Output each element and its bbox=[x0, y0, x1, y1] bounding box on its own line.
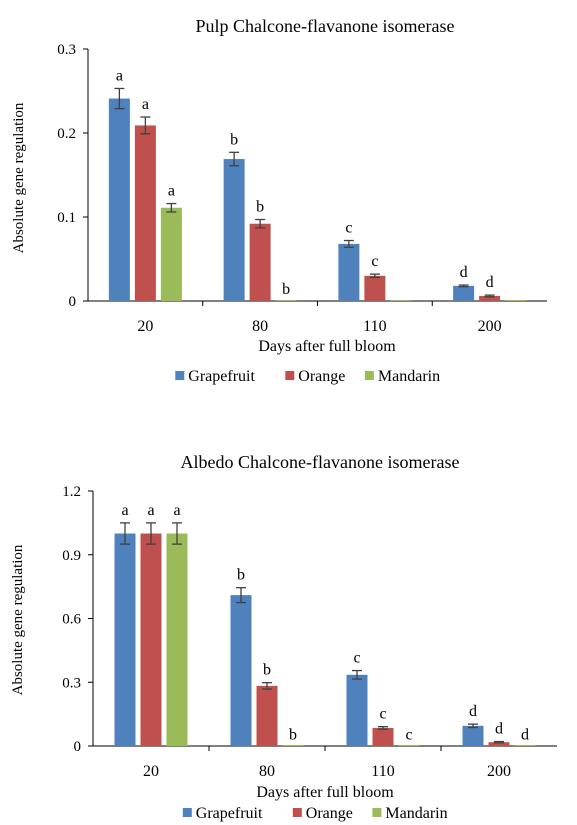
x-tick-label: 110 bbox=[363, 318, 386, 335]
legend-label-mandarin: Mandarin bbox=[385, 805, 447, 822]
pulp-chart: Pulp Chalcone-flavanone isomerase Absolu… bbox=[11, 16, 547, 385]
significance-label: a bbox=[168, 183, 175, 200]
legend-swatch-orange bbox=[292, 808, 302, 817]
significance-label: b bbox=[237, 567, 245, 584]
chart-title: Pulp Chalcone-flavanone isomerase bbox=[196, 16, 455, 36]
legend: Grapefruit Orange Mandarin bbox=[182, 805, 448, 822]
bar-orange-110 bbox=[364, 275, 386, 301]
chart-title: Albedo Chalcone-flavanone isomerase bbox=[181, 452, 460, 472]
legend-swatch-mandarin bbox=[372, 808, 382, 817]
legend-swatch-grapefruit bbox=[175, 371, 185, 380]
x-tick-label: 20 bbox=[137, 318, 153, 335]
bar-orange-200 bbox=[479, 295, 501, 301]
significance-label: a bbox=[142, 96, 149, 113]
x-tick-label: 200 bbox=[487, 763, 511, 780]
significance-label: a bbox=[173, 502, 180, 519]
significance-label: a bbox=[116, 67, 123, 84]
bar-mandarin-20 bbox=[160, 207, 182, 301]
y-tick-label: 0.1 bbox=[57, 210, 76, 226]
legend-swatch-grapefruit bbox=[182, 808, 192, 817]
plot-area: 0 0.3 0.6 0.9 1.2 20 a a a 80 b b b 110 c c c 200 d d d bbox=[62, 484, 557, 780]
x-tick-label: 80 bbox=[252, 318, 268, 335]
x-tick-label: 110 bbox=[371, 763, 394, 780]
significance-label: b bbox=[263, 662, 271, 679]
legend-swatch-mandarin bbox=[364, 371, 374, 380]
y-axis-label: Absolute gene regulation bbox=[11, 102, 27, 253]
y-tick-label: 0.9 bbox=[62, 548, 81, 564]
plot-area: 0 0.1 0.2 0.3 20 a a a 80 b b b 110 c c 200 d d bbox=[57, 42, 547, 335]
bar-grapefruit-200 bbox=[453, 285, 475, 301]
legend-label-grapefruit: Grapefruit bbox=[196, 805, 263, 822]
x-tick-label: 80 bbox=[259, 763, 275, 780]
bar-grapefruit-80 bbox=[230, 595, 252, 746]
y-tick-label: 0.3 bbox=[62, 675, 81, 691]
x-axis-label: Days after full bloom bbox=[256, 784, 394, 801]
significance-label: c bbox=[353, 650, 360, 667]
significance-label: d bbox=[460, 264, 468, 281]
significance-label: b bbox=[230, 131, 238, 148]
significance-label: d bbox=[469, 703, 477, 720]
albedo-chart: Albedo Chalcone-flavanone isomerase Abso… bbox=[10, 452, 557, 822]
significance-label: c bbox=[379, 706, 386, 723]
bar-grapefruit-110 bbox=[346, 674, 368, 746]
bar-mandarin-80 bbox=[282, 745, 304, 746]
significance-label: d bbox=[495, 721, 503, 738]
significance-label: a bbox=[121, 502, 128, 519]
x-axis-label: Days after full bloom bbox=[258, 338, 396, 355]
bar-mandarin-20 bbox=[166, 533, 188, 746]
significance-label: b bbox=[289, 726, 297, 743]
legend: Grapefruit Orange Mandarin bbox=[175, 368, 440, 385]
legend-label-grapefruit: Grapefruit bbox=[188, 368, 255, 385]
bar-mandarin-110 bbox=[390, 300, 412, 301]
legend-swatch-orange bbox=[285, 371, 295, 380]
bar-grapefruit-20 bbox=[114, 533, 136, 746]
y-tick-label: 1.2 bbox=[62, 484, 81, 500]
bar-orange-20 bbox=[140, 533, 162, 746]
y-tick-label: 0 bbox=[69, 294, 77, 310]
bar-grapefruit-20 bbox=[108, 98, 130, 301]
y-tick-label: 0 bbox=[74, 739, 82, 755]
x-tick-label: 200 bbox=[478, 318, 502, 335]
y-tick-label: 0.6 bbox=[62, 612, 81, 628]
y-tick-label: 0.2 bbox=[57, 126, 76, 142]
legend-label-orange: Orange bbox=[306, 805, 353, 822]
significance-label: d bbox=[521, 726, 529, 743]
bar-mandarin-200 bbox=[514, 745, 536, 746]
y-tick-label: 0.3 bbox=[57, 42, 76, 58]
significance-label: d bbox=[486, 274, 494, 291]
bar-grapefruit-80 bbox=[223, 159, 245, 301]
significance-label: b bbox=[282, 281, 290, 298]
y-axis-label: Absolute gene regulation bbox=[10, 544, 26, 695]
bar-orange-80 bbox=[256, 685, 278, 746]
legend-label-mandarin: Mandarin bbox=[378, 368, 440, 385]
bar-orange-20 bbox=[134, 125, 156, 301]
bar-grapefruit-110 bbox=[338, 243, 360, 301]
bar-mandarin-110 bbox=[398, 745, 420, 746]
bar-orange-80 bbox=[249, 223, 271, 301]
significance-label: c bbox=[371, 253, 378, 270]
bar-mandarin-200 bbox=[505, 300, 527, 301]
bar-orange-200 bbox=[488, 742, 510, 746]
significance-label: c bbox=[345, 220, 352, 237]
bar-grapefruit-200 bbox=[462, 725, 484, 746]
legend-label-orange: Orange bbox=[298, 368, 345, 385]
significance-label: a bbox=[147, 502, 154, 519]
bar-mandarin-80 bbox=[275, 300, 297, 301]
significance-label: c bbox=[405, 726, 412, 743]
x-tick-label: 20 bbox=[143, 763, 159, 780]
bar-orange-110 bbox=[372, 727, 394, 746]
significance-label: b bbox=[256, 199, 264, 216]
